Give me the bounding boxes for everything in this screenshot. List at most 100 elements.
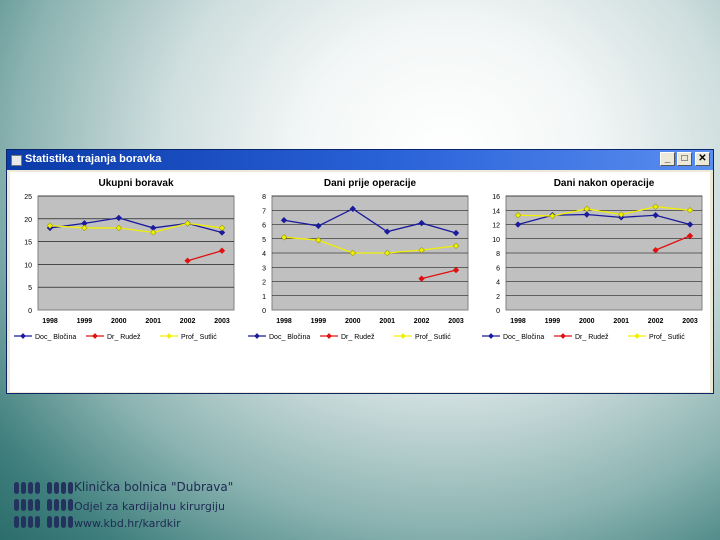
x-tick-label: 2000 [111, 318, 127, 325]
chart-svg: Dani nakon operacije 0 2 4 6 8 10 12 14 16 1998 199… [482, 178, 703, 341]
data-point [549, 212, 556, 220]
y-tick-label: 1 [262, 294, 266, 301]
y-tick-label: 2 [496, 294, 500, 301]
x-tick-label: 1998 [276, 318, 292, 325]
y-tick-label: 4 [496, 280, 500, 287]
logo-mark [47, 499, 52, 511]
series-line [283, 208, 457, 234]
legend-label: Prof_ Sutlić [181, 334, 217, 341]
maximize-button[interactable]: □ [677, 152, 692, 166]
data-point [81, 224, 88, 232]
logo-mark [21, 482, 26, 494]
legend-label: Prof_ Sutlić [415, 334, 451, 341]
logo-mark [54, 516, 59, 528]
website-link[interactable]: www.kbd.hr/kardkir [74, 517, 181, 530]
y-tick-label: 16 [492, 194, 500, 201]
series-line [655, 235, 691, 251]
data-point [46, 222, 54, 229]
series-line [49, 217, 223, 234]
x-tick-label: 2003 [448, 318, 464, 325]
department-name: Odjel za kardijalnu kirurgiju [74, 500, 225, 513]
y-tick-label: 20 [24, 217, 32, 224]
data-point [349, 205, 356, 213]
chart-dani-nakon-operacije: Dani nakon operacije 0 2 4 6 8 10 12 14 16 1998 199… [478, 172, 710, 392]
data-point [418, 246, 425, 254]
y-tick-label: 5 [262, 237, 266, 244]
y-tick-label: 0 [262, 308, 266, 315]
logo-mark [28, 482, 33, 494]
y-tick-label: 14 [492, 208, 500, 215]
x-tick-label: 2001 [379, 318, 395, 325]
logo-mark [14, 482, 19, 494]
x-tick-label: 2001 [613, 318, 629, 325]
data-point [384, 228, 391, 235]
data-point [115, 214, 122, 222]
data-point [315, 222, 322, 230]
legend-marker [488, 333, 494, 339]
chart-title: Ukupni boravak [98, 178, 173, 189]
logo-mark [47, 482, 52, 494]
data-point [514, 212, 522, 219]
data-point [384, 249, 391, 257]
data-point [418, 219, 425, 227]
y-tick-label: 12 [492, 223, 500, 230]
chart-title: Dani nakon operacije [554, 178, 655, 189]
data-point [686, 232, 694, 240]
chart-title: Dani prije operacije [324, 178, 417, 189]
minimize-button[interactable]: _ [660, 152, 675, 166]
x-tick-label: 2003 [682, 318, 698, 325]
legend-label: Doc_ Bločina [269, 334, 310, 341]
data-point [686, 207, 694, 214]
logo-mark [28, 499, 33, 511]
window-titlebar[interactable]: Statistika trajanja boravka _ □ ✕ [7, 150, 713, 170]
logo-mark [21, 516, 26, 528]
data-point [218, 224, 226, 232]
data-point [315, 236, 322, 244]
plot-area [37, 195, 235, 311]
statistics-window: Statistika trajanja boravka _ □ ✕ Ukupni… [6, 149, 714, 394]
logo-mark [54, 499, 59, 511]
legend-marker [560, 333, 566, 339]
logo-mark [28, 516, 33, 528]
x-tick-label: 1999 [545, 318, 561, 325]
logo-mark [68, 499, 73, 511]
data-point [452, 242, 460, 250]
window-title: Statistika trajanja boravka [25, 153, 162, 165]
window-client-area: Ukupni boravak 0 5 10 15 20 25 1998 1999 2000 2001… [10, 172, 710, 392]
institution-name: Klinička bolnica "Dubrava" [74, 480, 234, 494]
legend-label: Dr_ Rudež [341, 334, 375, 341]
data-point [184, 257, 191, 264]
legend-marker [326, 333, 332, 339]
data-point [583, 211, 590, 218]
data-point [115, 224, 122, 232]
y-tick-label: 6 [496, 265, 500, 272]
logo-mark [61, 499, 66, 511]
chart-dani-prije-operacije: Dani prije operacije 0 1 2 3 4 5 6 7 8 1998 1999 200… [244, 172, 476, 392]
y-tick-label: 5 [28, 285, 32, 292]
legend-marker [92, 333, 98, 339]
logo-mark [61, 516, 66, 528]
logo-mark [14, 499, 19, 511]
y-tick-label: 7 [262, 208, 266, 215]
data-point [218, 229, 226, 236]
x-tick-label: 1998 [42, 318, 58, 325]
x-tick-label: 2002 [648, 318, 664, 325]
app-icon[interactable] [11, 155, 22, 166]
series-line [421, 269, 457, 280]
x-tick-label: 2003 [214, 318, 230, 325]
data-point [280, 217, 288, 224]
y-tick-label: 0 [28, 308, 32, 315]
logo-mark [54, 482, 59, 494]
data-point [349, 249, 356, 257]
legend-marker [634, 333, 640, 339]
logo-mark [21, 499, 26, 511]
y-tick-label: 4 [262, 251, 266, 258]
legend-marker [166, 333, 172, 339]
series-line [49, 222, 223, 234]
data-point [280, 234, 288, 241]
series-line [517, 213, 691, 226]
close-button[interactable]: ✕ [695, 152, 710, 166]
y-tick-label: 25 [24, 194, 32, 201]
data-point [583, 205, 590, 213]
legend-label: Dr_ Rudež [575, 334, 609, 341]
